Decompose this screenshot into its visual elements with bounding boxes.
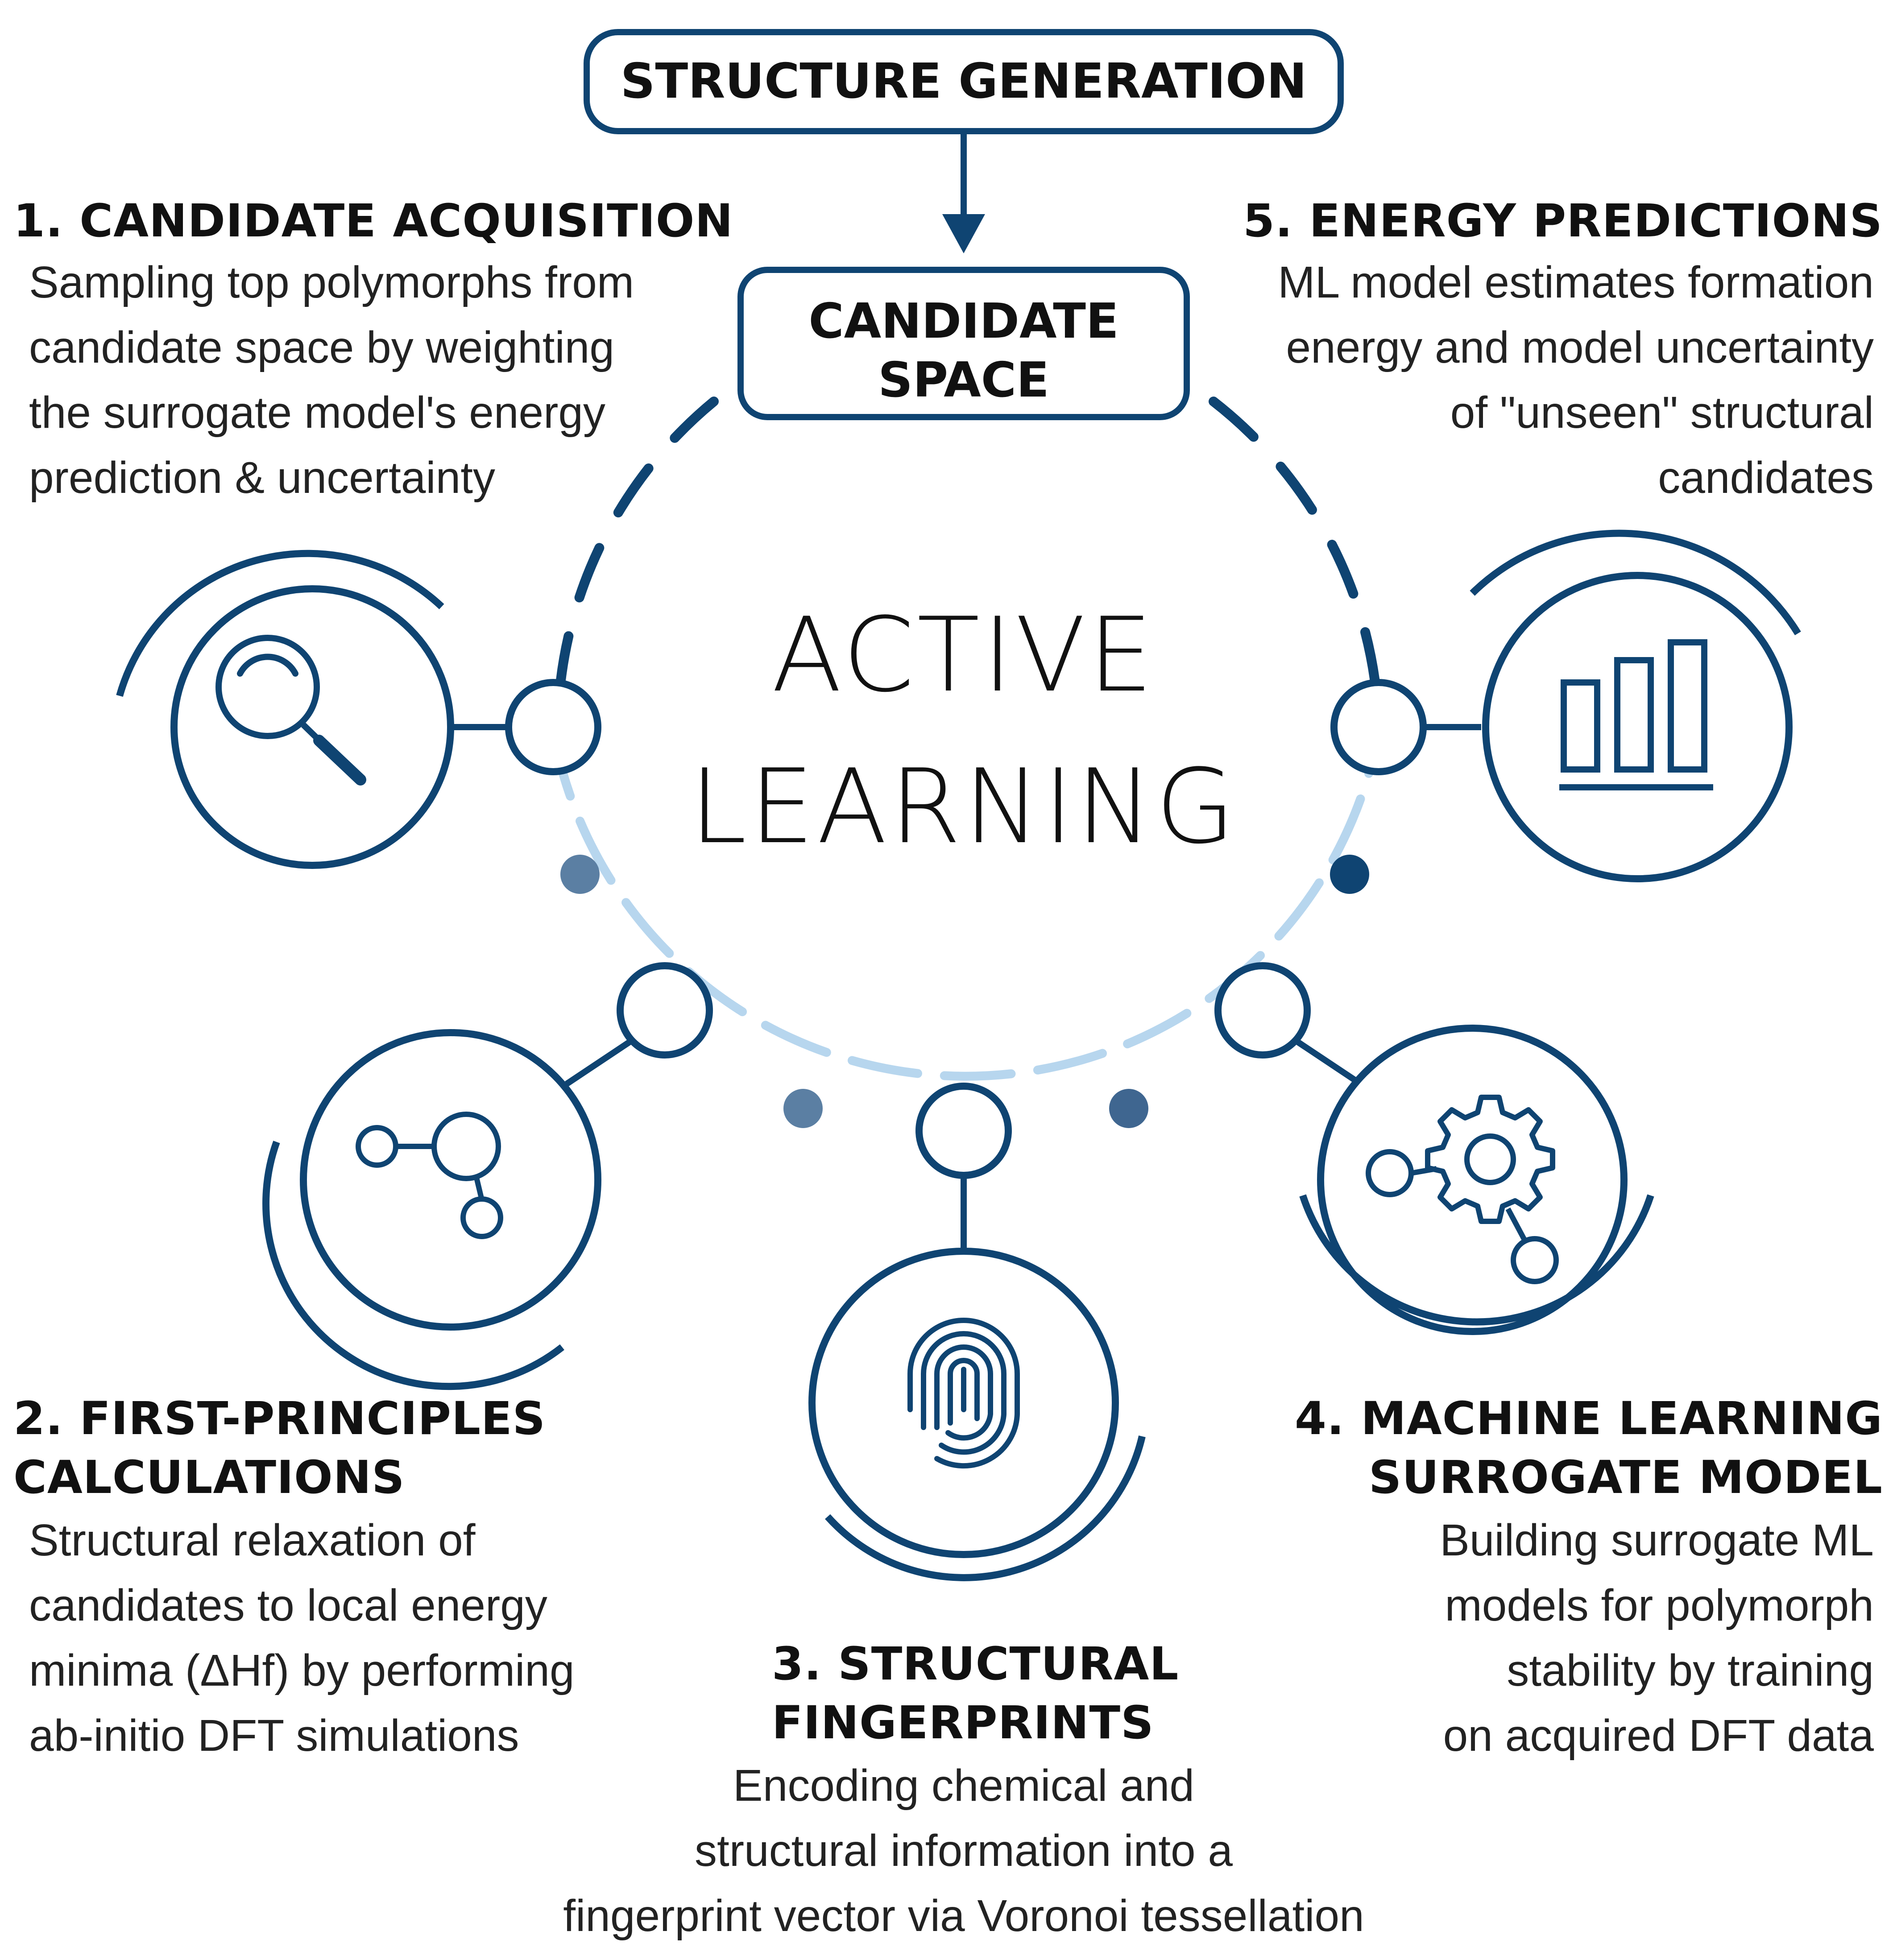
upper-left-dashed-arc <box>553 397 719 732</box>
step4-icon-circle <box>1317 1025 1628 1335</box>
structure-generation-label: STRUCTURE GENERATION <box>620 54 1307 109</box>
bar-chart-icon <box>1559 639 1713 790</box>
molecule-icon <box>356 1112 503 1239</box>
step5-icon-circle <box>1482 572 1793 882</box>
cycle-dot <box>560 855 600 894</box>
step4-node <box>1214 962 1311 1059</box>
step4-heading-line: SURROGATE MODEL <box>1368 1451 1883 1504</box>
step1-heading: 1. CANDIDATE ACQUISITION <box>13 194 733 248</box>
step5-node <box>1330 679 1427 775</box>
center-title-line1: ACTIVE <box>771 596 1156 715</box>
cycle-dot <box>1330 855 1369 894</box>
step2-description-line: Structural relaxation of <box>29 1515 476 1565</box>
step1-description-line: prediction & uncertainty <box>29 453 496 503</box>
step1-node <box>505 679 601 775</box>
fingerprint-icon <box>907 1318 1020 1469</box>
step3-icon-outer-arc <box>825 1435 1146 1581</box>
step2-connector <box>565 1037 635 1087</box>
step5-description-line: of "unseen" structural <box>1450 388 1874 438</box>
step3-heading-line: 3. STRUCTURAL <box>772 1637 1179 1691</box>
cycle-dot <box>1109 1089 1148 1128</box>
step5-heading: 5. ENERGY PREDICTIONS <box>1243 194 1883 248</box>
step4-description-line: on acquired DFT data <box>1443 1711 1874 1761</box>
step5-description-line: candidates <box>1658 453 1874 503</box>
step2-description-line: ab-initio DFT simulations <box>29 1711 519 1761</box>
step2-icon-circle <box>300 1029 601 1331</box>
step2-heading-line: 2. FIRST-PRINCIPLES <box>13 1392 546 1445</box>
candidate-space-box <box>737 267 1190 420</box>
step2-node <box>617 962 713 1059</box>
step5-icon-outer-arc <box>1470 529 1801 636</box>
step2-icon-outer-arc <box>262 1141 564 1390</box>
step1-icon-circle <box>170 585 454 869</box>
step3-icon-group <box>808 1248 1146 1581</box>
step2-icon-group <box>262 1029 601 1390</box>
step4-icon-group <box>1299 1025 1654 1335</box>
upper-right-dashed-arc <box>1209 397 1383 728</box>
step3-heading-line: FINGERPRINTS <box>772 1696 1154 1749</box>
magnifier-icon <box>215 635 366 786</box>
generation-arrow-head <box>942 214 985 253</box>
step3-description-line: structural information into a <box>694 1826 1233 1876</box>
candidate-space-label-line2: SPACE <box>878 352 1049 408</box>
step5-description-line: energy and model uncertainty <box>1286 323 1874 372</box>
step1-icon-outer-arc <box>116 550 444 697</box>
step1-description-line: candidate space by weighting <box>29 323 615 372</box>
lower-light-dashed-arc <box>549 727 1383 1081</box>
step4-description-line: models for polymorph <box>1445 1580 1874 1630</box>
step3-description-line: fingerprint vector via Voronoi tessellat… <box>563 1891 1364 1941</box>
step2-description-line: minima (ΔHf) by performing <box>29 1646 575 1695</box>
step2-description-line: candidates to local energy <box>29 1580 547 1630</box>
candidate-space-label-line1: CANDIDATE <box>808 294 1119 349</box>
step1-icon-group <box>116 550 454 869</box>
step4-heading-line: 4. MACHINE LEARNING <box>1295 1392 1883 1445</box>
step4-description-line: Building surrogate ML <box>1440 1515 1874 1565</box>
step4-connector <box>1292 1037 1363 1087</box>
step5-icon-group <box>1470 529 1801 882</box>
step1-description-line: the surrogate model's energy <box>29 388 606 438</box>
step4-icon-outer-arc <box>1299 1194 1654 1326</box>
cycle-dot <box>783 1089 823 1128</box>
step5-description-line: ML model estimates formation <box>1278 257 1874 307</box>
step3-node <box>915 1083 1012 1179</box>
step3-description-line: Encoding chemical and <box>733 1761 1194 1811</box>
center-title-line2: LEARNING <box>689 748 1238 867</box>
step2-heading-line: CALCULATIONS <box>13 1451 405 1504</box>
gear-network-icon <box>1366 1095 1559 1284</box>
step4-description-line: stability by training <box>1507 1646 1874 1695</box>
step1-description-line: Sampling top polymorphs from <box>29 257 634 307</box>
